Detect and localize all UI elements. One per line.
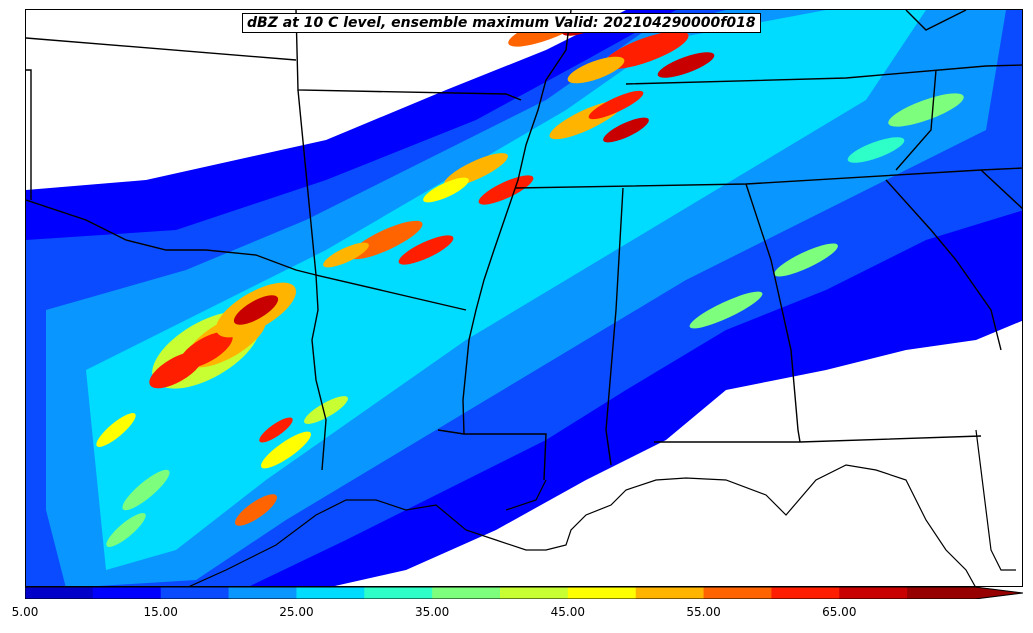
colorbar-tick-label: 45.00 bbox=[550, 605, 586, 619]
colorbar-segment bbox=[364, 587, 433, 599]
colorbar-segment bbox=[25, 587, 94, 599]
reflectivity-cell bbox=[567, 56, 625, 84]
colorbar-tick-label: 25.00 bbox=[279, 605, 314, 619]
colorbar-tick-label: 65.00 bbox=[822, 605, 857, 619]
reflectivity-cell bbox=[478, 175, 534, 205]
colorbar bbox=[25, 587, 1023, 599]
colorbar-segment bbox=[432, 587, 501, 599]
reflectivity-cell bbox=[261, 431, 311, 469]
reflectivity-cell bbox=[888, 93, 964, 127]
reflectivity-cell bbox=[122, 469, 170, 511]
colorbar-segment bbox=[500, 587, 569, 599]
reflectivity-cell bbox=[603, 117, 649, 143]
reflectivity-cell bbox=[106, 513, 146, 547]
colorbar-tick-label: 15.00 bbox=[143, 605, 178, 619]
reflectivity-cell bbox=[847, 137, 905, 163]
reflectivity-cell bbox=[423, 177, 469, 203]
reflectivity-cell bbox=[96, 413, 136, 447]
reflectivity-cell bbox=[149, 351, 203, 389]
colorbar-segment bbox=[92, 587, 162, 599]
colorbar-tick-label: 55.00 bbox=[686, 605, 721, 619]
reflectivity-cell bbox=[304, 396, 348, 424]
reflectivity-cell bbox=[233, 295, 279, 325]
reflectivity-cell bbox=[235, 494, 277, 526]
map-canvas bbox=[26, 10, 1022, 586]
state-boundaries bbox=[26, 10, 1022, 481]
colorbar-segment bbox=[567, 587, 637, 599]
reflectivity-cell bbox=[259, 417, 293, 443]
reflectivity-map bbox=[25, 9, 1023, 587]
reflectivity-cell bbox=[588, 90, 644, 120]
reflectivity-cell bbox=[774, 243, 838, 277]
reflectivity-cell bbox=[603, 30, 689, 70]
colorbar-segment bbox=[839, 587, 908, 599]
reflectivity-field bbox=[26, 10, 1022, 586]
reflectivity-cell bbox=[657, 52, 715, 78]
map-title: dBZ at 10 C level, ensemble maximum Vali… bbox=[242, 13, 761, 33]
reflectivity-cell bbox=[323, 242, 369, 268]
colorbar-segment bbox=[228, 587, 297, 599]
reflectivity-band-cyan bbox=[86, 10, 926, 570]
colorbar-segment bbox=[703, 587, 772, 599]
coastline bbox=[188, 429, 1016, 586]
reflectivity-cell bbox=[689, 291, 763, 329]
colorbar-tick-label: 35.00 bbox=[414, 605, 450, 619]
colorbar-segment bbox=[296, 587, 365, 599]
colorbar-extend-arrow bbox=[975, 587, 1023, 599]
colorbar-segment bbox=[771, 587, 840, 599]
reflectivity-cell bbox=[349, 220, 423, 260]
colorbar-segment bbox=[160, 587, 230, 599]
colorbar-tick-label: 5.00 bbox=[11, 605, 39, 619]
colorbar-segment bbox=[635, 587, 705, 599]
colorbar-segment bbox=[907, 587, 976, 599]
reflectivity-cell bbox=[398, 235, 454, 265]
